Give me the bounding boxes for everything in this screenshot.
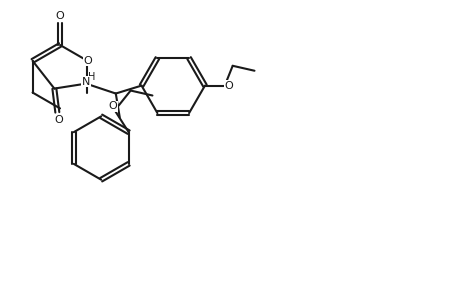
Text: O: O xyxy=(108,101,117,111)
Text: O: O xyxy=(56,11,64,21)
Text: H: H xyxy=(88,72,95,82)
Text: O: O xyxy=(224,81,233,91)
Text: O: O xyxy=(83,56,92,66)
Text: O: O xyxy=(54,115,62,125)
Text: N: N xyxy=(82,76,90,87)
